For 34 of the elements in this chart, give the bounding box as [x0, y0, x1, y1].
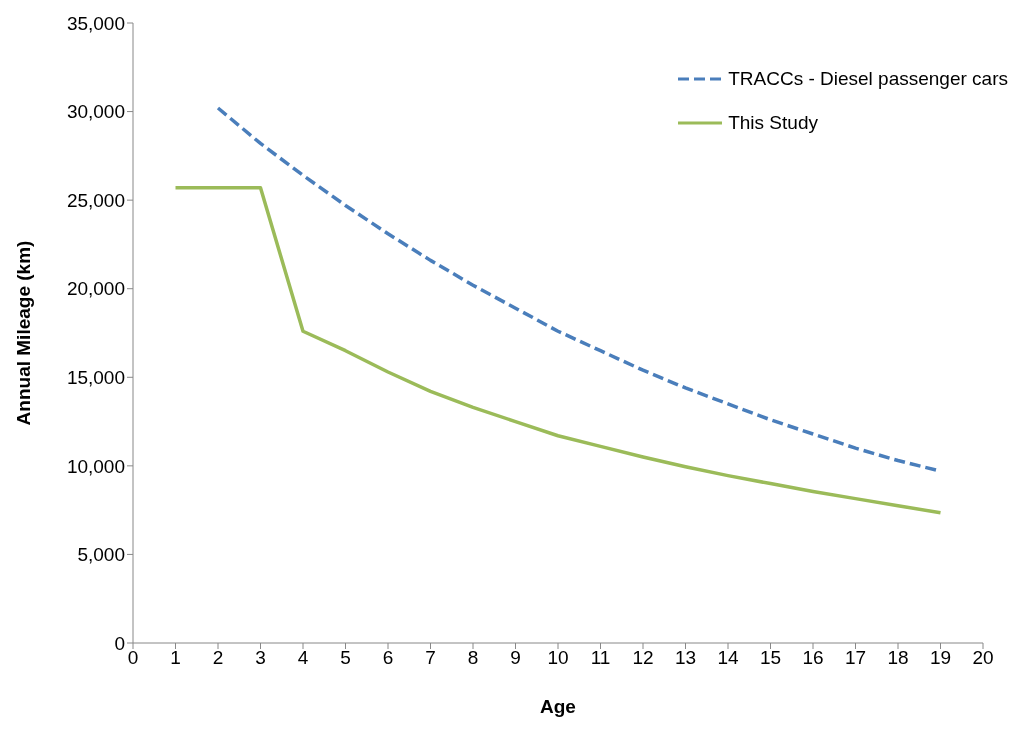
x-tick-label: 13 — [674, 647, 697, 669]
x-tick-label: 2 — [212, 647, 224, 669]
y-tick-label: 0 — [114, 632, 125, 654]
y-tick-label: 30,000 — [66, 101, 125, 123]
x-tick-label: 1 — [170, 647, 181, 669]
legend-label: TRACCs - Diesel passenger cars — [728, 68, 1008, 90]
x-tick-label: 3 — [255, 647, 266, 669]
x-tick-label: 5 — [340, 647, 351, 669]
y-tick-label: 10,000 — [66, 455, 125, 477]
legend-label: This Study — [728, 112, 818, 134]
x-tick-label: 11 — [590, 647, 611, 669]
x-tick-label: 6 — [382, 647, 394, 669]
x-tick-label: 12 — [632, 647, 654, 669]
x-tick-label: 20 — [972, 647, 994, 669]
x-tick-label: 4 — [297, 647, 309, 669]
x-tick-label: 18 — [887, 647, 909, 669]
y-axis-title: Annual Mileage (km) — [12, 240, 34, 426]
x-tick-label: 0 — [127, 647, 139, 669]
y-tick-label: 25,000 — [66, 189, 125, 211]
x-tick-label: 14 — [717, 647, 739, 669]
x-tick-label: 8 — [467, 647, 479, 669]
x-tick-label: 17 — [844, 647, 867, 669]
y-tick-label: 35,000 — [66, 12, 125, 34]
x-tick-label: 16 — [802, 647, 824, 669]
line-series — [173, 185, 943, 515]
x-axis-title: Age — [540, 696, 576, 717]
y-tick-label: 20,000 — [66, 278, 125, 300]
y-tick-label: 5,000 — [77, 544, 125, 566]
y-tick-label: 15,000 — [66, 367, 125, 389]
x-tick-label: 15 — [759, 647, 782, 669]
x-tick-label: 7 — [425, 647, 436, 669]
x-tick-label: 10 — [547, 647, 569, 669]
x-tick-label: 19 — [929, 647, 952, 669]
x-tick-label: 9 — [510, 647, 521, 669]
